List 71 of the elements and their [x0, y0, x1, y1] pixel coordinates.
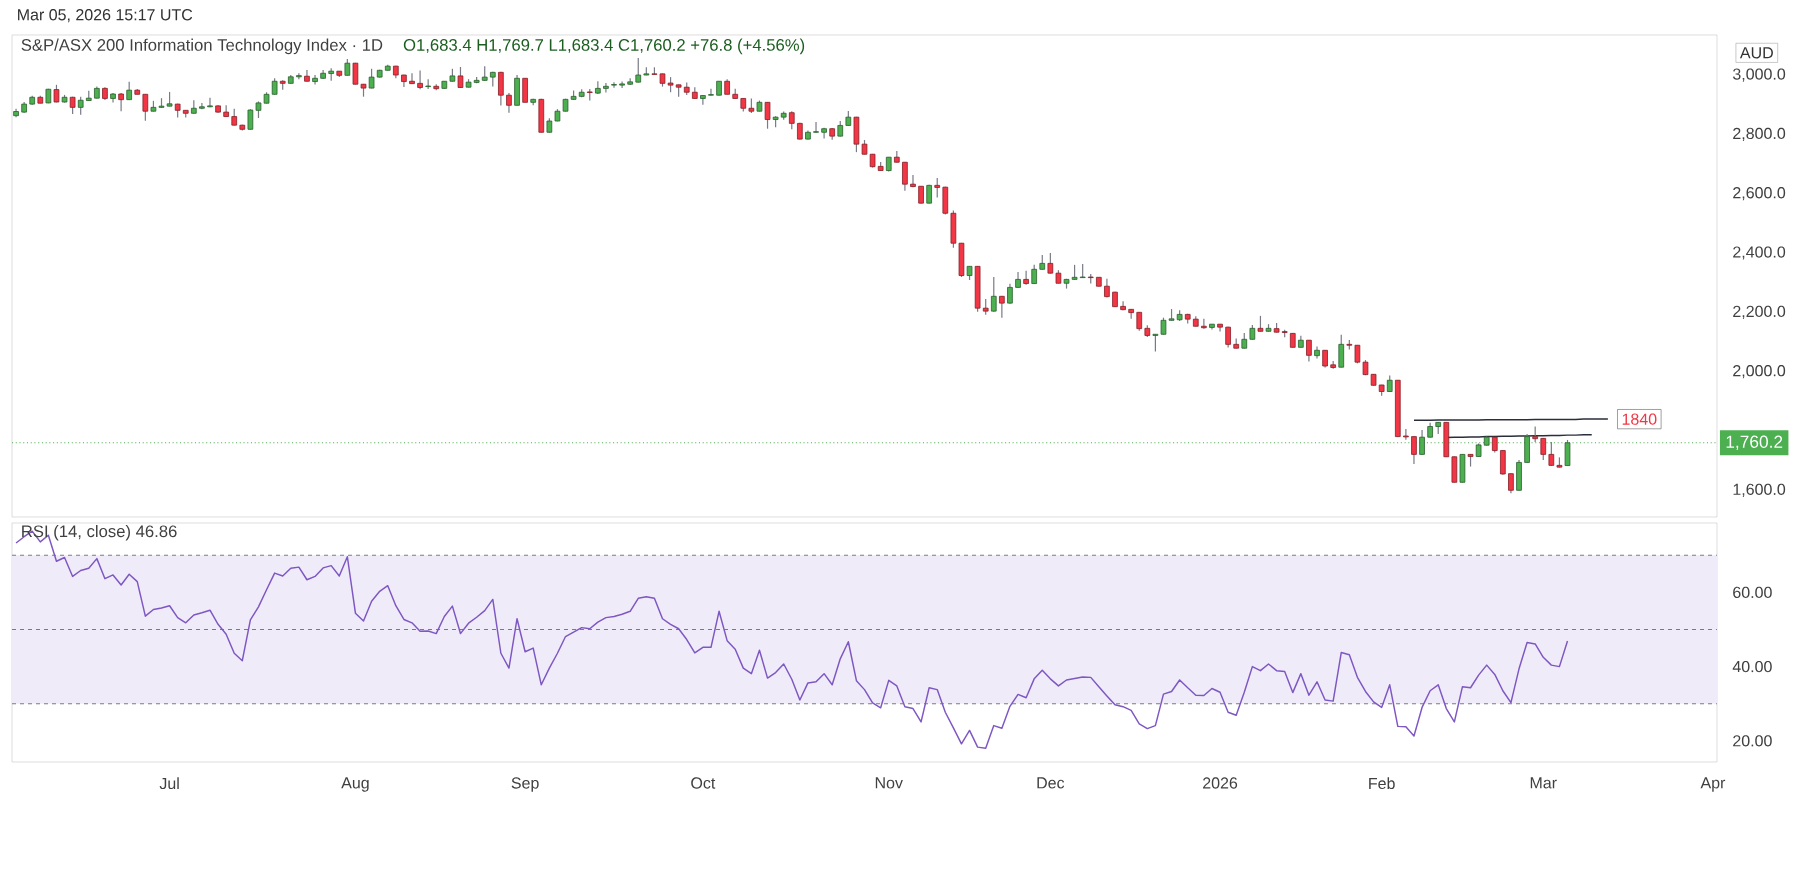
candlestick: [457, 66, 464, 89]
candlestick: [821, 127, 827, 140]
x-tick-label: Nov: [875, 777, 903, 789]
candlestick: [764, 101, 771, 130]
ref-line-label: 1,760.2: [1726, 435, 1783, 450]
y-tick-label: 1,600.0: [1733, 483, 1786, 497]
candlestick: [1314, 345, 1320, 360]
x-tick-label: Sep: [511, 777, 539, 792]
chart-title: RSI (14, close) 46.86: [22, 524, 177, 541]
candlestick: [595, 80, 601, 95]
candlestick: [1023, 270, 1029, 286]
candlestick: [1548, 441, 1555, 467]
candlestick: [708, 88, 714, 97]
candlestick: [77, 96, 84, 116]
text: AUD: [1739, 47, 1773, 59]
candlestick: [1031, 264, 1038, 285]
candlestick: [990, 276, 997, 313]
candlestick: [1338, 334, 1345, 369]
x-tick-label: Jul: [159, 777, 179, 790]
candlestick: [1201, 318, 1207, 330]
candlestick: [1500, 449, 1506, 476]
y-tick-label: 2,200.0: [1733, 305, 1786, 319]
candlestick: [1403, 428, 1409, 441]
candlestick: [813, 121, 819, 134]
candlestick: [368, 68, 375, 89]
candlestick: [603, 82, 609, 94]
x-tick-label: Apr: [1700, 777, 1726, 792]
candlestick: [498, 71, 504, 107]
y-tick-label: 20.00: [1733, 735, 1772, 747]
candlestick: [999, 295, 1005, 319]
candlestick: [902, 161, 908, 192]
candlestick: [409, 72, 415, 85]
x-tick-label: Dec: [1037, 777, 1065, 789]
x-tick-label: Aug: [341, 777, 369, 792]
y-tick-label: 2,600.0: [1733, 187, 1786, 201]
candlestick: [611, 81, 617, 89]
candlestick: [207, 97, 213, 108]
candlestick: [312, 74, 318, 86]
candlestick: [1136, 311, 1143, 332]
candlestick: [700, 94, 706, 106]
y-tick-label: 60.00: [1733, 586, 1772, 599]
x-tick-label: Oct: [691, 777, 716, 789]
y-tick-label: 2,000.0: [1733, 365, 1786, 379]
candlestick: [1508, 472, 1514, 494]
candlestick: [506, 92, 512, 114]
candlestick: [1120, 300, 1126, 311]
candlestick: [142, 93, 149, 122]
y-tick-label: 2,800.0: [1733, 127, 1786, 141]
candlestick: [126, 81, 132, 101]
annotation: 1840: [1622, 413, 1657, 425]
candlestick: [1540, 437, 1547, 461]
x-tick-label: 2026: [1203, 777, 1238, 789]
candlestick: [417, 69, 423, 90]
candlestick: [1411, 435, 1417, 465]
chart-subtitle: O1,683.4 H1,769.7 L1,683.4 C1,760.2 +76.8 (+4.56%): [403, 38, 805, 55]
candlestick: [296, 72, 302, 80]
x-tick-label: Mar: [1530, 777, 1557, 789]
candlestick: [1047, 252, 1054, 275]
text: Mar 05, 2026 15:17 UTC: [18, 9, 193, 23]
candlestick: [635, 57, 642, 84]
candlestick: [118, 92, 124, 112]
y-tick-label: 40.00: [1732, 660, 1772, 673]
y-tick-label: 2,400.0: [1733, 246, 1786, 260]
candlestick: [1007, 283, 1013, 305]
candlestick: [788, 110, 795, 130]
candlestick: [247, 108, 254, 131]
chart-title: S&P/ASX 200 Information Technology Index · 1D: [21, 38, 383, 55]
y-tick-label: 3,000.0: [1732, 68, 1786, 82]
candlestick: [934, 177, 941, 199]
candlestick: [910, 174, 916, 188]
x-tick-label: Feb: [1369, 777, 1395, 790]
